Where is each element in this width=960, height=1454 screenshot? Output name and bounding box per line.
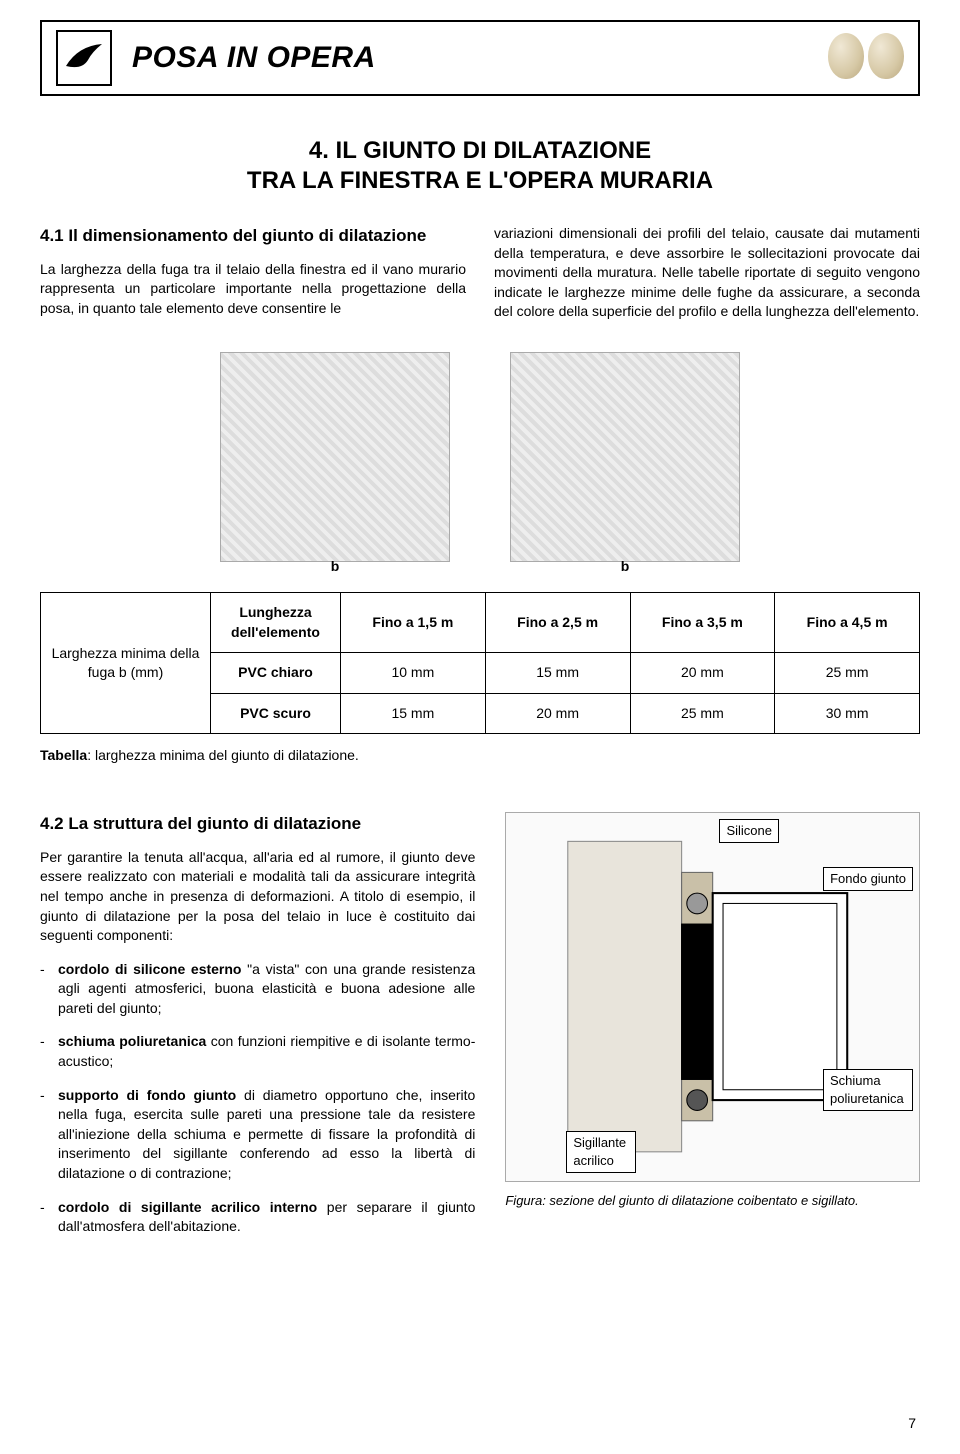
- th-col2: Fino a 2,5 m: [485, 592, 630, 652]
- diagram-row: [40, 352, 920, 562]
- min-joint-width-table: Larghezza minima della fuga b (mm) Lungh…: [40, 592, 920, 734]
- section-4-title-line1: 4. IL GIUNTO DI DILATAZIONE: [309, 137, 651, 164]
- section-42-para: Per garantire la tenuta all'acqua, all'a…: [40, 848, 475, 946]
- list-item: supporto di fondo giunto di diametro opp…: [40, 1086, 475, 1184]
- page-number: 7: [908, 1414, 916, 1434]
- row0-c3: 20 mm: [630, 653, 775, 694]
- row1-c3: 25 mm: [630, 693, 775, 734]
- header-decor-icon: [828, 33, 908, 83]
- diagram-left: [220, 352, 450, 562]
- row1-c2: 20 mm: [485, 693, 630, 734]
- fig-label-silicone: Silicone: [719, 819, 779, 843]
- row1-c4: 30 mm: [775, 693, 920, 734]
- th-col1: Fino a 1,5 m: [341, 592, 486, 652]
- row0-c4: 25 mm: [775, 653, 920, 694]
- section-42: 4.2 La struttura del giunto di dilatazio…: [40, 812, 920, 1251]
- list-item: schiuma poliuretanica con funzioni riemp…: [40, 1032, 475, 1071]
- th-col4: Fino a 4,5 m: [775, 592, 920, 652]
- th-col0: Lunghezza dell'elemento: [211, 592, 341, 652]
- table-row-label: Larghezza minima della fuga b (mm): [41, 592, 211, 733]
- section-42-heading: 4.2 La struttura del giunto di dilatazio…: [40, 812, 475, 836]
- row1-c1: 15 mm: [341, 693, 486, 734]
- page-header: POSA IN OPERA: [40, 20, 920, 96]
- page-title: POSA IN OPERA: [132, 37, 376, 79]
- list-item: cordolo di sigillante acrilico interno p…: [40, 1198, 475, 1237]
- section-4-title-line2: TRA LA FINESTRA E L'OPERA MURARIA: [247, 167, 713, 194]
- table-wrap: Larghezza minima della fuga b (mm) Lungh…: [40, 592, 920, 766]
- row0-c1: 10 mm: [341, 653, 486, 694]
- fig-label-fondo: Fondo giunto: [823, 867, 913, 891]
- figure-joint-section: Silicone Fondo giunto Schiuma poliuretan…: [505, 812, 920, 1182]
- section-41-para-left: La larghezza della fuga tra il telaio de…: [40, 260, 466, 319]
- row0-label: PVC chiaro: [211, 653, 341, 694]
- logo-icon: [56, 30, 112, 86]
- section-42-list: cordolo di silicone esterno "a vista" co…: [40, 960, 475, 1237]
- list-item: cordolo di silicone esterno "a vista" co…: [40, 960, 475, 1019]
- fig-label-schiuma: Schiuma poliuretanica: [823, 1069, 913, 1111]
- section-41-para-right: variazioni dimensionali dei profili del …: [494, 224, 920, 322]
- fig-label-sigillante: Sigillante acrilico: [566, 1131, 636, 1173]
- table-caption: Tabella: larghezza minima del giunto di …: [40, 746, 920, 766]
- diagram-right: [510, 352, 740, 562]
- row0-c2: 15 mm: [485, 653, 630, 694]
- section-41-columns: 4.1 Il dimensionamento del giunto di dil…: [40, 224, 920, 322]
- figure-caption: Figura: sezione del giunto di dilatazion…: [505, 1192, 920, 1210]
- row1-label: PVC scuro: [211, 693, 341, 734]
- section-4-title: 4. IL GIUNTO DI DILATAZIONE TRA LA FINES…: [40, 136, 920, 196]
- section-41-heading: 4.1 Il dimensionamento del giunto di dil…: [40, 224, 466, 248]
- th-col3: Fino a 3,5 m: [630, 592, 775, 652]
